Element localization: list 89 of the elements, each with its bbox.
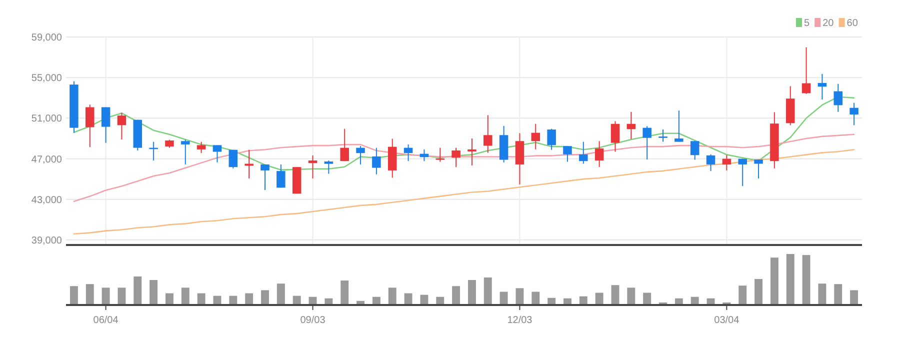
candlestick bbox=[244, 149, 254, 179]
line-series bbox=[73, 134, 855, 202]
bar bbox=[834, 284, 842, 305]
candlestick bbox=[212, 144, 222, 163]
y-tick-label: 47,000 bbox=[31, 154, 62, 166]
candlestick bbox=[101, 106, 110, 144]
candlestick bbox=[738, 158, 747, 187]
bar bbox=[102, 288, 110, 305]
bar bbox=[516, 288, 524, 305]
bar bbox=[818, 284, 826, 305]
y-tick-label: 39,000 bbox=[31, 235, 62, 246]
bar bbox=[484, 277, 492, 305]
bar bbox=[245, 293, 254, 305]
candlestick bbox=[340, 128, 349, 162]
candlestick bbox=[196, 141, 206, 154]
candlestick bbox=[658, 129, 668, 142]
bar bbox=[786, 254, 794, 305]
candlestick bbox=[754, 158, 763, 179]
candlestick bbox=[563, 146, 572, 162]
candlestick bbox=[722, 154, 732, 171]
bar bbox=[595, 292, 604, 305]
bar bbox=[86, 284, 94, 305]
y-tick-label: 51,000 bbox=[31, 114, 62, 125]
candlestick bbox=[626, 111, 636, 140]
legend-label: 60 bbox=[846, 18, 858, 29]
candlestick bbox=[468, 138, 476, 166]
y-tick-label: 59,000 bbox=[31, 32, 62, 44]
bar bbox=[276, 284, 285, 305]
candlestick bbox=[356, 146, 365, 165]
candlestick bbox=[690, 140, 700, 160]
candlestick bbox=[308, 154, 318, 179]
bar bbox=[802, 255, 810, 305]
candlestick bbox=[372, 147, 381, 175]
bar bbox=[468, 280, 476, 305]
candlestick bbox=[834, 83, 842, 112]
candlestick bbox=[674, 110, 684, 142]
legend-label: 20 bbox=[822, 18, 834, 29]
bar bbox=[611, 285, 620, 305]
x-tick-label: 03/04 bbox=[714, 315, 740, 326]
bar bbox=[340, 280, 349, 305]
candlestick bbox=[484, 114, 492, 154]
bar bbox=[134, 276, 142, 305]
candlestick bbox=[276, 164, 286, 188]
bar bbox=[643, 292, 652, 305]
bar bbox=[166, 293, 174, 305]
bar bbox=[627, 288, 636, 305]
y-tick-label: 55,000 bbox=[31, 73, 62, 84]
candlestick bbox=[594, 140, 604, 168]
x-tick-label: 06/04 bbox=[93, 315, 119, 326]
candlestick bbox=[610, 120, 620, 152]
bar bbox=[754, 278, 762, 305]
bar bbox=[532, 292, 540, 305]
candlestick bbox=[260, 164, 270, 191]
bar bbox=[770, 258, 778, 305]
candlestick bbox=[86, 104, 94, 148]
candlestick bbox=[531, 123, 540, 150]
candlestick bbox=[642, 126, 652, 160]
candlestick bbox=[547, 128, 556, 150]
bar bbox=[500, 292, 508, 305]
candlestick bbox=[388, 138, 397, 178]
bar bbox=[197, 293, 206, 305]
bar bbox=[404, 293, 412, 305]
bar bbox=[118, 288, 126, 305]
bar bbox=[850, 290, 858, 305]
bar bbox=[738, 286, 747, 305]
line-series bbox=[73, 148, 855, 234]
bar bbox=[150, 280, 158, 305]
bar bbox=[70, 286, 78, 305]
bar bbox=[181, 288, 190, 305]
candlestick bbox=[452, 147, 460, 168]
candlestick bbox=[117, 112, 126, 140]
x-tick-label: 12/03 bbox=[507, 315, 533, 326]
candlestick bbox=[850, 102, 858, 126]
candlestick bbox=[515, 132, 524, 185]
candlestick bbox=[436, 147, 444, 162]
legend-label: 5 bbox=[804, 18, 810, 29]
bar bbox=[261, 290, 269, 305]
candlestick bbox=[228, 149, 238, 169]
y-tick-label: 43,000 bbox=[31, 194, 62, 206]
candlestick bbox=[802, 46, 811, 94]
candlestick bbox=[579, 141, 588, 164]
bar bbox=[452, 286, 460, 305]
x-tick-label: 09/03 bbox=[300, 315, 326, 326]
candlestick bbox=[324, 160, 334, 174]
candlestick bbox=[818, 73, 827, 100]
bar bbox=[388, 288, 396, 305]
candlestick bbox=[404, 144, 413, 162]
candlestick bbox=[706, 154, 716, 172]
candlestick bbox=[181, 139, 190, 165]
